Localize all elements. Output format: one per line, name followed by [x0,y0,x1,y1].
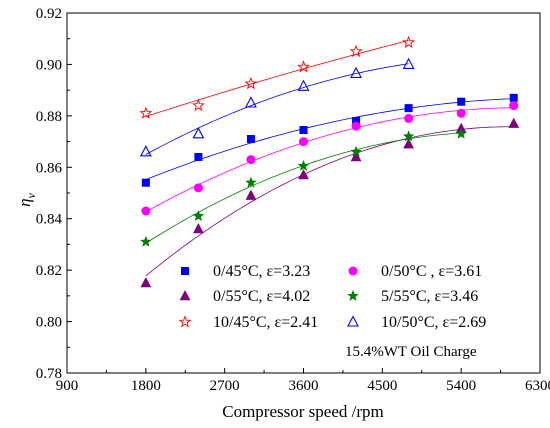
fit-curve-series-5 [145,40,409,117]
data-point-series-1 [299,126,308,134]
data-point-series-2 [509,101,519,111]
data-point-series-3 [245,189,257,200]
data-marks [139,35,520,288]
x-tick-label: 4500 [367,378,397,394]
legend-marker [348,266,358,276]
data-point-series-1 [141,178,150,187]
legend-marker [347,289,359,302]
y-tick-label: 0.90 [36,57,62,73]
data-point-series-6 [402,57,415,69]
data-point-series-1 [352,117,361,125]
x-tick-label: 5400 [446,378,476,394]
data-point-series-2 [404,113,414,123]
y-axis-title-sub: v [24,192,38,198]
legend-label: 10/45°C, ε=2.41 [213,314,318,331]
y-axis-title: ηv [15,192,38,206]
data-point-series-4 [192,209,205,222]
data-point-series-5 [402,35,416,49]
y-tick-label: 0.88 [36,109,62,125]
data-point-series-3 [350,150,362,162]
legend-item: 10/50°C, ε=2.69 [347,314,486,331]
x-tick-label: 900 [56,378,79,394]
y-tick-label: 0.80 [36,315,62,331]
y-tick-label: 0.86 [36,160,63,176]
data-point-series-6 [297,79,310,91]
data-point-series-4 [402,130,415,142]
legend-label: 5/55°C, ε=3.46 [381,288,478,305]
data-point-series-4 [139,235,152,247]
x-axis-title: Compressor speed /rpm [222,402,383,421]
y-tick-label: 0.84 [36,212,63,228]
data-point-series-2 [351,121,361,131]
legend-item: 5/55°C, ε=3.46 [347,288,478,305]
data-point-series-4 [297,159,310,172]
data-point-series-2 [193,183,203,193]
data-point-series-6 [139,145,152,157]
legend-item: 0/55°C, ε=4.02 [179,288,310,305]
legend-marker [347,315,359,327]
data-point-series-1 [457,97,466,106]
y-axis-ticks: 0.78 0.80 0.82 0.84 0.86 0.88 0.90 0.92 [36,6,72,382]
data-point-series-1 [404,104,413,113]
data-point-series-2 [141,206,151,216]
legend-item: 10/45°C, ε=2.41 [178,314,318,331]
legend-label: 0/50°C , ε=3.61 [381,263,482,280]
data-point-series-6 [192,127,205,139]
legend: 0/45°C, ε=3.23 0/50°C , ε=3.61 0/55°C, ε=4… [178,263,486,331]
x-tick-label: 2700 [210,378,240,394]
data-point-series-3 [192,222,204,234]
data-point-series-5 [297,60,310,73]
legend-marker [181,267,189,275]
data-point-series-4 [245,176,257,188]
data-point-series-4 [350,145,362,157]
fit-curve-series-1 [145,98,514,180]
y-tick-label: 0.92 [36,6,62,22]
data-point-series-1 [246,135,255,143]
svg-text:ηv: ηv [15,192,38,206]
legend-marker [179,289,191,301]
legend-label: 0/45°C, ε=3.23 [213,263,310,280]
data-point-series-6 [245,96,257,108]
x-tick-label: 1800 [131,378,161,394]
fit-curve-series-6 [145,63,409,155]
data-point-series-3 [403,138,415,149]
data-point-series-3 [508,117,520,128]
fit-curve-series-2 [145,107,514,213]
y-tick-label: 0.82 [36,263,62,279]
fit-curve-series-4 [145,132,462,244]
legend-item: 0/45°C, ε=3.23 [181,263,310,280]
data-point-series-5 [191,98,205,112]
data-point-series-5 [349,44,363,58]
data-point-series-6 [350,66,362,78]
x-tick-label: 3600 [289,378,319,394]
fit-curve-series-3 [145,126,514,277]
legend-label: 0/55°C, ε=4.02 [213,288,310,305]
data-point-series-5 [244,76,258,90]
legend-label: 10/50°C, ε=2.69 [381,314,486,331]
data-point-series-5 [139,106,153,119]
data-point-series-3 [298,168,309,180]
data-point-series-1 [509,93,518,102]
data-point-series-4 [455,127,468,139]
data-point-series-3 [140,276,152,288]
legend-item: 0/50°C , ε=3.61 [348,263,482,280]
y-axis-title-main: η [15,198,34,206]
data-point-series-2 [246,155,256,165]
oil-charge-annotation: 15.4%WT Oil Charge [345,344,477,360]
legend-marker [178,315,192,328]
data-point-series-2 [456,108,466,118]
data-point-series-2 [299,137,308,147]
y-tick-label: 0.78 [36,366,62,382]
data-point-series-1 [194,153,203,161]
